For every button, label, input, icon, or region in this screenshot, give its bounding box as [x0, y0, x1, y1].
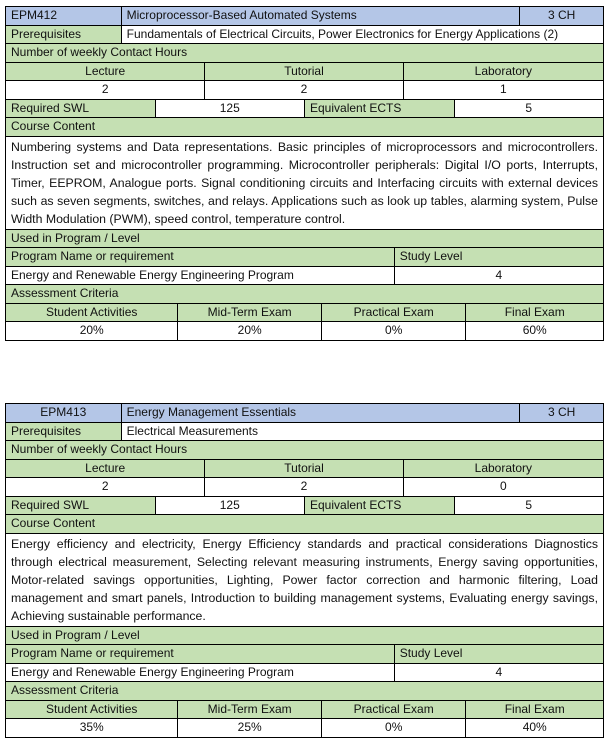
title-cell: Microprocessor-Based Automated Systems — [121, 7, 521, 25]
table-row: Numbering systems and Data representatio… — [6, 137, 603, 230]
tutorial-header: Tutorial — [205, 459, 404, 477]
laboratory-header: Laboratory — [403, 459, 603, 477]
table-row: Course Content — [6, 515, 603, 534]
assessment-criteria-label: Assessment Criteria — [6, 682, 603, 700]
credit-hours-cell: 3 CH — [520, 404, 603, 422]
required-swl-value: 125 — [156, 496, 305, 514]
lecture-value: 2 — [6, 81, 206, 99]
practical-header: Practical Exam — [321, 303, 467, 321]
required-swl-label: Required SWL — [6, 496, 156, 514]
code-cell: EPM412 — [6, 7, 122, 25]
table-row: Number of weekly Contact Hours — [6, 44, 603, 63]
course-table-epm413: EPM413 Energy Management Essentials 3 CH Pr… — [5, 403, 604, 738]
midterm-header: Mid-Term Exam — [178, 303, 322, 321]
study-level-value: 4 — [495, 267, 503, 282]
table-row: 35% 25% 0% 40% — [6, 719, 603, 738]
title-cell: Energy Management Essentials — [121, 404, 521, 422]
table-row: Program Name or requirement Study Level — [6, 248, 603, 267]
final-value: 40% — [522, 720, 547, 734]
tutorial-value: 2 — [205, 81, 404, 99]
table-row: Assessment Criteria — [6, 682, 603, 701]
contact-hours-label: Number of weekly Contact Hours — [6, 44, 603, 62]
contact-hours-label: Number of weekly Contact Hours — [6, 441, 603, 459]
table-row: Student Activities Mid-Term Exam Practical… — [6, 700, 603, 719]
table-row: Program Name or requirement Study Level — [6, 645, 603, 664]
required-swl-label: Required SWL — [6, 99, 156, 117]
code-cell: EPM413 — [6, 404, 122, 422]
table-row: EPM413 Energy Management Essentials 3 CH — [6, 404, 603, 423]
student-activities-value: 35% — [6, 719, 179, 737]
study-level-header: Study Level — [394, 645, 603, 663]
lecture-header: Lecture — [6, 459, 206, 477]
table-row: 20% 20% 0% 60% — [6, 322, 603, 341]
study-level-value: 4 — [495, 664, 503, 679]
laboratory-header: Laboratory — [403, 62, 603, 80]
prerequisites-value: Electrical Measurements — [126, 423, 259, 438]
program-name-header: Program Name or requirement — [6, 248, 395, 266]
final-header: Final Exam — [466, 303, 603, 321]
student-activities-header: Student Activities — [6, 700, 179, 718]
study-level-header: Study Level — [394, 248, 603, 266]
program-name-header: Program Name or requirement — [6, 645, 395, 663]
equivalent-ects-label: Equivalent ECTS — [305, 496, 455, 514]
prerequisites-label: Prerequisites — [6, 422, 122, 440]
practical-value: 0% — [322, 719, 467, 737]
equivalent-ects-value: 5 — [525, 497, 533, 512]
table-row: Required SWL 125 Equivalent ECTS 5 — [6, 99, 603, 118]
laboratory-value: 1 — [499, 82, 507, 96]
midterm-value: 25% — [178, 719, 322, 737]
table-row: Energy efficiency and electricity, Energ… — [6, 534, 603, 627]
used-in-program-label: Used in Program / Level — [6, 626, 603, 644]
table-row: Lecture Tutorial Laboratory — [6, 459, 603, 478]
table-row: Prerequisites Fundamentals of Electrical … — [6, 25, 603, 44]
table-row: Course Content — [6, 118, 603, 137]
table-row: EPM412 Microprocessor-Based Automated Sys… — [6, 7, 603, 26]
table-row: Used in Program / Level — [6, 626, 603, 645]
assessment-criteria-label: Assessment Criteria — [6, 285, 603, 303]
program-name-value: Energy and Renewable Energy Engineering … — [6, 266, 395, 284]
table-row: Lecture Tutorial Laboratory — [6, 62, 603, 81]
table-row: Energy and Renewable Energy Engineering … — [6, 266, 603, 285]
lecture-header: Lecture — [6, 62, 206, 80]
student-activities-value: 20% — [6, 322, 179, 340]
midterm-value: 20% — [178, 322, 322, 340]
midterm-header: Mid-Term Exam — [178, 700, 322, 718]
laboratory-value: 0 — [499, 479, 507, 493]
course-content-text: Energy efficiency and electricity, Energ… — [11, 536, 598, 623]
course-table-epm412: EPM412 Microprocessor-Based Automated Sys… — [5, 6, 604, 341]
table-row: Used in Program / Level — [6, 229, 603, 248]
course-content-text: Numbering systems and Data representatio… — [11, 139, 598, 226]
table-row: Required SWL 125 Equivalent ECTS 5 — [6, 496, 603, 515]
final-value: 60% — [522, 323, 547, 337]
practical-value: 0% — [322, 322, 467, 340]
course-content-label: Course Content — [6, 515, 603, 533]
course-content-label: Course Content — [6, 118, 603, 136]
table-row: Prerequisites Electrical Measurements — [6, 422, 603, 441]
final-header: Final Exam — [466, 700, 603, 718]
tutorial-header: Tutorial — [205, 62, 404, 80]
table-row: Number of weekly Contact Hours — [6, 441, 603, 460]
prerequisites-value: Fundamentals of Electrical Circuits, Pow… — [126, 26, 559, 41]
table-row: Assessment Criteria — [6, 285, 603, 304]
table-row: Energy and Renewable Energy Engineering … — [6, 663, 603, 682]
required-swl-value: 125 — [156, 99, 305, 117]
credit-hours-cell: 3 CH — [520, 7, 603, 25]
equivalent-ects-label: Equivalent ECTS — [305, 99, 455, 117]
tutorial-value: 2 — [205, 478, 404, 496]
practical-header: Practical Exam — [321, 700, 467, 718]
equivalent-ects-value: 5 — [525, 100, 533, 115]
prerequisites-label: Prerequisites — [6, 25, 122, 43]
student-activities-header: Student Activities — [6, 303, 179, 321]
program-name-value: Energy and Renewable Energy Engineering … — [6, 663, 395, 681]
used-in-program-label: Used in Program / Level — [6, 229, 603, 247]
lecture-value: 2 — [6, 478, 206, 496]
table-row: Student Activities Mid-Term Exam Practical… — [6, 303, 603, 322]
